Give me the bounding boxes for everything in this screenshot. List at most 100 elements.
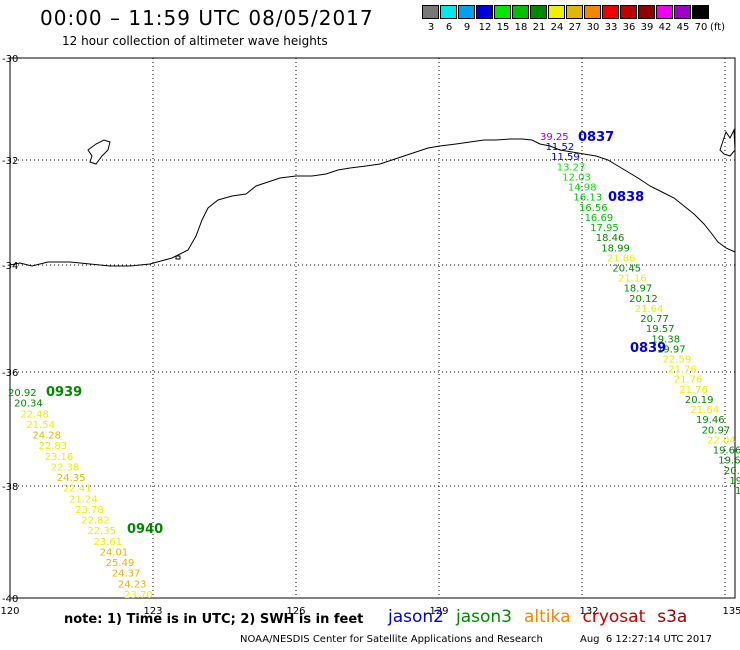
legend-swatch [422,5,439,19]
pass-time-label: 0839 [630,341,666,356]
swh-value: 20.97 [702,425,731,436]
swh-value: 24.37 [112,569,141,580]
swh-value: 22.04 [707,435,736,446]
swh-value: 24.23 [118,579,147,590]
longitude-label: 120 [0,606,19,617]
swh-value: 16.56 [579,203,608,214]
legend-swatch [566,5,583,19]
swh-value: 11.59 [551,152,580,163]
legend-swatch [638,5,655,19]
map-title: 00:00 – 11:59 UTC 08/05/2017 [40,6,374,30]
swh-value: 22.82 [81,516,110,527]
color-legend [422,5,710,19]
island-small [175,255,181,260]
latitude-label: -30 [2,54,18,65]
longitude-label: 126 [286,606,305,617]
legend-swatch-label: 21 [532,22,546,33]
pass-time-label: 0838 [608,190,644,205]
legend-swatch-label: 42 [658,22,672,33]
swh-value: 12.03 [562,172,591,183]
satellite-track-west: 20.9220.3422.4821.5424.2822.8323.1622.38… [8,388,153,601]
generated-time: Aug 6 12:27:14 UTC 2017 [580,634,712,645]
swh-value: 20.1 [724,466,740,477]
legend-swatch-label: 6 [445,22,453,33]
legend-swatch-label: 33 [604,22,618,33]
legend-swatch [476,5,493,19]
swh-value: 11.52 [546,142,575,153]
swh-value: 20.45 [612,263,641,274]
satellite-name: jason2 [388,607,444,627]
swh-value: 24.28 [32,431,61,442]
color-legend-labels: 3 6 9 12 15 18 21 24 27 30 33 36 39 42 45 70 [422,22,740,36]
longitude-label: 123 [143,606,162,617]
legend-swatch-label: 39 [640,22,654,33]
pass-time-labels: 0837 0838 0839 0939 0940 [46,130,666,537]
longitude-labels: 120 123 126 129 132 135 [0,606,740,617]
swh-value: 19.57 [646,324,675,335]
swh-value: 19.97 [657,344,686,355]
pass-time-label: 0837 [578,130,614,145]
legend-swatch [440,5,457,19]
legend-swatch [674,5,691,19]
legend-swatch [692,5,709,19]
swh-value: 22.48 [20,409,49,420]
swh-value: 21.76 [679,385,708,396]
swh-value: 22.59 [663,355,692,366]
footnote: note: 1) Time is in UTC; 2) SWH is in fe… [64,612,364,627]
swh-value: 17.95 [590,223,619,234]
credit: NOAA/NESDIS Center for Satellite Applica… [240,634,543,645]
swh-value: 16.69 [585,213,614,224]
legend-swatch-label: 70 [694,22,708,33]
latitude-label: -32 [2,156,18,167]
satellite-name: cryosat [582,607,646,627]
legend-unit: (ft) [710,22,726,33]
legend-swatch [494,5,511,19]
swh-value: 25.49 [106,558,135,569]
swh-value: 14.98 [568,183,597,194]
swh-value: 18.99 [601,243,630,254]
map-subtitle: 12 hour collection of altimeter wave hei… [62,34,328,48]
swh-value: 22.35 [87,526,116,537]
latitude-label: -38 [2,482,18,493]
map-frame [9,57,736,599]
coastline-east-peninsula [719,128,736,157]
legend-swatch-label: 15 [496,22,510,33]
pass-time-label: 0940 [127,522,163,537]
legend-swatch-label: 27 [568,22,582,33]
legend-swatch-label: 3 [427,22,435,33]
satellite-name: jason3 [456,607,512,627]
legend-swatch [584,5,601,19]
swh-value: 19.66 [713,446,740,457]
coastline [9,138,736,267]
swh-value: 21.86 [607,253,636,264]
swh-value: 20.34 [14,399,43,410]
swh-value: 18.46 [596,233,625,244]
swh-value: 23.70 [124,590,153,601]
swh-value: 23.16 [45,452,74,463]
satellite-track-east: 39.2511.5211.5913.2712.0314.9816.1316.56… [540,132,740,497]
legend-swatch-label: 45 [676,22,690,33]
legend-swatch [548,5,565,19]
legend-swatch-label: 9 [463,22,471,33]
swh-value: 19 [735,486,740,497]
latitude-label: -40 [2,594,18,605]
swh-value: 22.41 [63,484,92,495]
swh-value: 21.24 [69,494,98,505]
swh-value: 19.46 [696,415,725,426]
swh-value: 23.78 [75,505,104,516]
swh-value: 18.97 [624,284,653,295]
legend-swatch-label: 30 [586,22,600,33]
legend-swatch [458,5,475,19]
satellite-name: altika [524,607,571,627]
legend-swatch-label: 18 [514,22,528,33]
swh-value: 19.38 [651,334,680,345]
legend-swatch-label: 24 [550,22,564,33]
pass-time-label: 0939 [46,385,82,400]
satellite-legend: jason2 jason3 altika cryosat s3a [388,607,699,627]
swh-value: 23.61 [93,537,122,548]
longitude-label: 132 [579,606,598,617]
swh-value: 13.27 [557,162,586,173]
swh-value: 20.77 [640,314,669,325]
swh-value: 20.12 [629,294,658,305]
